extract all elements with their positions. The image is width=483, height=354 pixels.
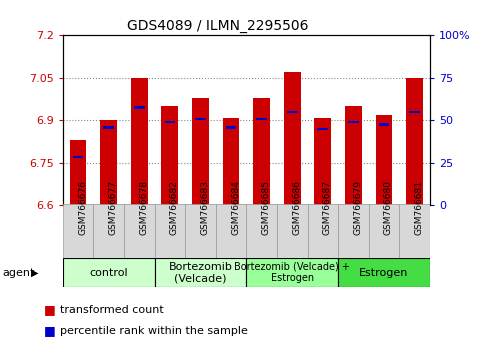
Text: GSM766681: GSM766681 xyxy=(414,181,424,235)
Bar xyxy=(70,140,86,205)
Text: Bortezomib (Velcade) +
Estrogen: Bortezomib (Velcade) + Estrogen xyxy=(234,262,350,284)
Bar xyxy=(308,204,338,258)
Bar xyxy=(63,258,155,287)
Bar xyxy=(348,121,359,123)
Bar xyxy=(73,156,84,158)
Text: GDS4089 / ILMN_2295506: GDS4089 / ILMN_2295506 xyxy=(127,19,308,34)
Text: GSM766684: GSM766684 xyxy=(231,181,240,235)
Bar xyxy=(345,106,362,205)
Bar xyxy=(161,106,178,205)
Bar xyxy=(134,107,144,109)
Bar xyxy=(223,118,240,205)
Bar xyxy=(399,204,430,258)
Bar xyxy=(93,204,124,258)
Bar xyxy=(100,120,117,205)
Bar xyxy=(253,98,270,205)
Text: ■: ■ xyxy=(43,325,55,337)
Bar xyxy=(192,98,209,205)
Text: control: control xyxy=(89,268,128,278)
Bar xyxy=(165,121,175,123)
Bar xyxy=(379,124,389,126)
Text: GSM766676: GSM766676 xyxy=(78,181,87,235)
Text: GSM766685: GSM766685 xyxy=(262,181,270,235)
Text: GSM766686: GSM766686 xyxy=(292,181,301,235)
Text: Estrogen: Estrogen xyxy=(359,268,409,278)
Bar xyxy=(376,115,392,205)
Bar xyxy=(338,258,430,287)
Bar xyxy=(409,111,420,113)
Text: GSM766682: GSM766682 xyxy=(170,181,179,235)
Bar xyxy=(155,258,246,287)
Text: GSM766678: GSM766678 xyxy=(139,181,148,235)
Bar xyxy=(246,258,338,287)
Text: Bortezomib
(Velcade): Bortezomib (Velcade) xyxy=(169,262,232,284)
Bar xyxy=(63,204,93,258)
Bar xyxy=(124,204,155,258)
Bar xyxy=(155,204,185,258)
Bar xyxy=(369,204,399,258)
Bar xyxy=(185,204,216,258)
Bar xyxy=(287,111,298,113)
Bar xyxy=(103,126,114,129)
Bar xyxy=(317,128,328,130)
Text: GSM766687: GSM766687 xyxy=(323,181,332,235)
Text: ■: ■ xyxy=(43,303,55,316)
Bar xyxy=(195,118,206,120)
Bar xyxy=(246,204,277,258)
Text: percentile rank within the sample: percentile rank within the sample xyxy=(60,326,248,336)
Text: agent: agent xyxy=(2,268,35,278)
Text: GSM766680: GSM766680 xyxy=(384,181,393,235)
Text: GSM766677: GSM766677 xyxy=(109,181,118,235)
Text: transformed count: transformed count xyxy=(60,305,164,315)
Text: GSM766683: GSM766683 xyxy=(200,181,210,235)
Bar xyxy=(314,118,331,205)
Bar xyxy=(131,78,148,205)
Bar xyxy=(277,204,308,258)
Bar xyxy=(284,72,300,205)
Text: ▶: ▶ xyxy=(31,268,39,278)
Bar xyxy=(338,204,369,258)
Text: GSM766679: GSM766679 xyxy=(354,181,362,235)
Bar xyxy=(216,204,246,258)
Bar xyxy=(256,118,267,120)
Bar xyxy=(226,126,236,129)
Bar xyxy=(406,78,423,205)
